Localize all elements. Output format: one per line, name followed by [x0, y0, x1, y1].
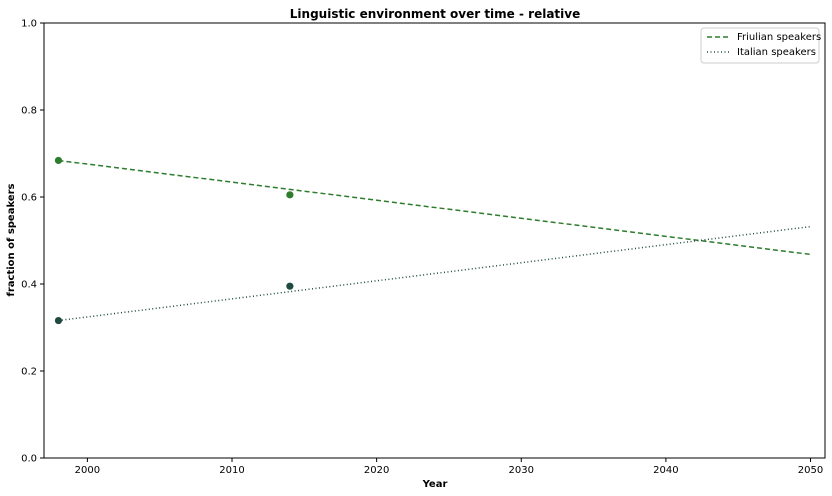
series-line-0 [58, 159, 811, 256]
y-tick-label: 1.0 [21, 19, 37, 30]
x-tick-label: 2000 [75, 465, 100, 476]
y-tick-label: 0.0 [21, 454, 37, 465]
y-axis: 0.0 0.2 0.4 0.6 0.8 1.0 [21, 19, 44, 465]
legend-label-italian: Italian speakers [737, 47, 816, 58]
data-point [54, 316, 63, 325]
legend-box [700, 27, 820, 64]
y-axis-title: fraction of speakers [6, 183, 17, 296]
legend-label-friulian: Friulian speakers [737, 32, 821, 43]
y-tick-label: 0.2 [21, 367, 37, 378]
x-axis: 2000 2010 2020 2030 2040 2050 [75, 458, 823, 476]
y-tick-label: 0.4 [21, 280, 37, 291]
y-tick-label: 0.6 [21, 193, 37, 204]
x-tick-label: 2010 [219, 465, 244, 476]
x-tick-label: 2020 [364, 465, 389, 476]
legend: Friulian speakers Italian speakers [700, 27, 821, 64]
x-tick-label: 2040 [653, 465, 678, 476]
series-line-1 [58, 225, 811, 322]
data-point [54, 156, 63, 165]
x-tick-label: 2050 [798, 465, 823, 476]
chart-title: Linguistic environment over time - relat… [290, 7, 580, 21]
x-axis-title: Year [422, 479, 448, 490]
data-point [286, 282, 294, 290]
x-tick-label: 2030 [509, 465, 534, 476]
y-tick-label: 0.8 [21, 106, 37, 117]
plot-frame [43, 22, 826, 459]
plot-area [54, 156, 811, 325]
data-point [286, 191, 294, 199]
